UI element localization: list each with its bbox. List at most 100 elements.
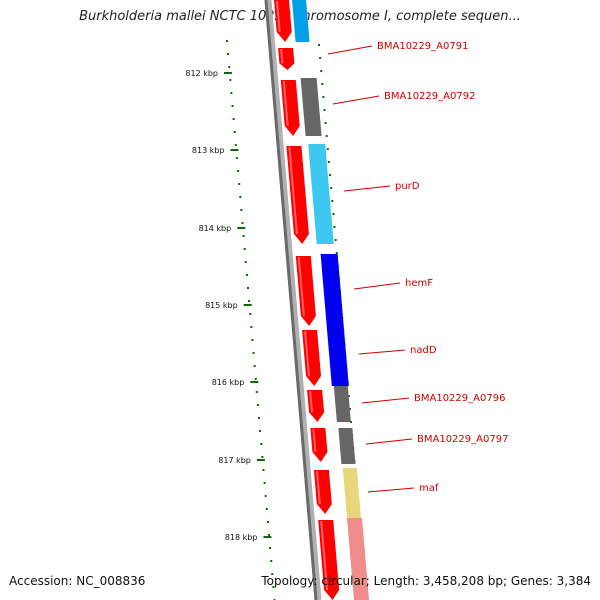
category-bar[interactable]: [342, 468, 361, 518]
minor-tick: [234, 144, 237, 146]
minor-tick: [350, 421, 352, 423]
major-tick: [256, 459, 265, 461]
cds-feature-highlight: [297, 256, 305, 317]
minor-tick: [226, 40, 228, 42]
minor-tick: [241, 222, 244, 224]
label-leader-line: [367, 487, 415, 493]
minor-tick: [263, 482, 266, 484]
backbone-ring: [264, 0, 322, 600]
kbp-tick-label: 817 kbp: [218, 456, 251, 465]
minor-tick: [329, 174, 332, 176]
major-tick: [250, 381, 259, 383]
minor-tick: [320, 70, 323, 72]
minor-tick: [259, 430, 262, 432]
minor-tick: [233, 131, 236, 133]
kbp-tick-label: 813 kbp: [192, 146, 225, 155]
minor-tick: [248, 300, 251, 302]
cds-feature-highlight: [282, 80, 289, 127]
minor-tick: [323, 109, 326, 111]
minor-tick: [325, 135, 328, 137]
category-bar[interactable]: [333, 386, 351, 422]
minor-tick: [334, 239, 337, 241]
minor-tick: [252, 352, 255, 354]
minor-tick: [251, 339, 254, 341]
minor-tick: [272, 586, 275, 588]
gene-label-maf[interactable]: maf: [419, 483, 439, 494]
scale-labels: 812 kbp 813 kbp 814 kbp 815 kbp 816 kbp 817 k…: [185, 69, 272, 542]
label-leader-line: [327, 45, 373, 55]
kbp-tick-label: 814 kbp: [199, 224, 232, 233]
minor-tick: [239, 196, 242, 198]
label-leader-line: [361, 397, 410, 404]
minor-tick: [256, 404, 259, 406]
category-bar[interactable]: [320, 254, 349, 386]
minor-tick: [254, 378, 257, 380]
minor-tick: [331, 200, 334, 202]
genome-summary-text: Topology: circular; Length: 3,458,208 bp…: [261, 574, 591, 588]
cds-feature-highlight: [288, 146, 298, 235]
minor-tick: [347, 395, 350, 397]
minor-tick: [335, 252, 338, 254]
label-leader-line: [358, 349, 406, 355]
minor-tick: [261, 456, 264, 458]
kbp-tick-label: 812 kbp: [185, 69, 218, 78]
minor-tick: [249, 313, 252, 315]
minor-tick: [235, 157, 238, 159]
minor-tick: [244, 261, 247, 263]
category-bar[interactable]: [338, 428, 356, 464]
cds-feature-highlight: [312, 428, 317, 453]
category-bar[interactable]: [347, 518, 369, 600]
minor-tick: [268, 534, 270, 536]
gene-label-nadD[interactable]: nadD: [410, 345, 437, 356]
minor-tick: [245, 274, 248, 276]
gene-label-BMA10229_A0797[interactable]: BMA10229_A0797: [417, 434, 508, 445]
minor-tick: [270, 560, 273, 562]
minor-tick: [230, 92, 233, 94]
minor-tick: [330, 187, 333, 189]
category-bar[interactable]: [300, 78, 322, 136]
minor-tick: [265, 508, 268, 510]
minor-tick: [240, 209, 243, 211]
cds-feature-highlight: [280, 48, 284, 64]
minor-tick: [266, 521, 269, 523]
minor-tick: [229, 79, 232, 81]
minor-tick: [231, 105, 234, 107]
minor-tick: [228, 66, 231, 68]
cds-feature-highlight: [315, 470, 321, 505]
minor-tick: [348, 408, 351, 410]
category-bar[interactable]: [308, 144, 334, 244]
feature-track: [274, 0, 340, 600]
label-leader-line: [353, 282, 401, 290]
minor-tick: [264, 495, 267, 497]
category-track: [292, 0, 369, 600]
minor-tick: [238, 183, 241, 185]
gene-label-BMA10229_A0791[interactable]: BMA10229_A0791: [377, 41, 468, 52]
cds-feature-highlight: [304, 330, 310, 377]
gene-labels: BMA10229_A0791 BMA10229_A0792 purD hemF nadD…: [377, 41, 508, 494]
minor-tick: [247, 287, 249, 289]
label-leader-line: [365, 438, 413, 445]
minor-tick: [232, 118, 235, 120]
gene-label-BMA10229_A0796[interactable]: BMA10229_A0796: [414, 393, 505, 404]
minor-tick: [260, 443, 263, 445]
major-tick: [230, 149, 239, 151]
minor-tick: [243, 248, 246, 250]
minor-tick: [269, 547, 272, 549]
gene-label-BMA10229_A0792[interactable]: BMA10229_A0792: [384, 91, 475, 102]
minor-tick: [253, 365, 256, 367]
gene-label-purD[interactable]: purD: [395, 181, 420, 192]
minor-tick: [321, 83, 324, 85]
minor-tick: [250, 326, 253, 328]
minor-tick: [237, 170, 240, 172]
gene-label-hemF[interactable]: hemF: [405, 278, 433, 289]
minor-tick: [271, 573, 274, 575]
major-tick: [243, 304, 252, 306]
label-leader-line: [332, 95, 380, 105]
kbp-tick-label: 816 kbp: [212, 378, 245, 387]
major-tick: [224, 72, 232, 74]
minor-tick: [327, 161, 330, 163]
category-bar[interactable]: [292, 0, 310, 42]
minor-tick: [242, 235, 245, 237]
